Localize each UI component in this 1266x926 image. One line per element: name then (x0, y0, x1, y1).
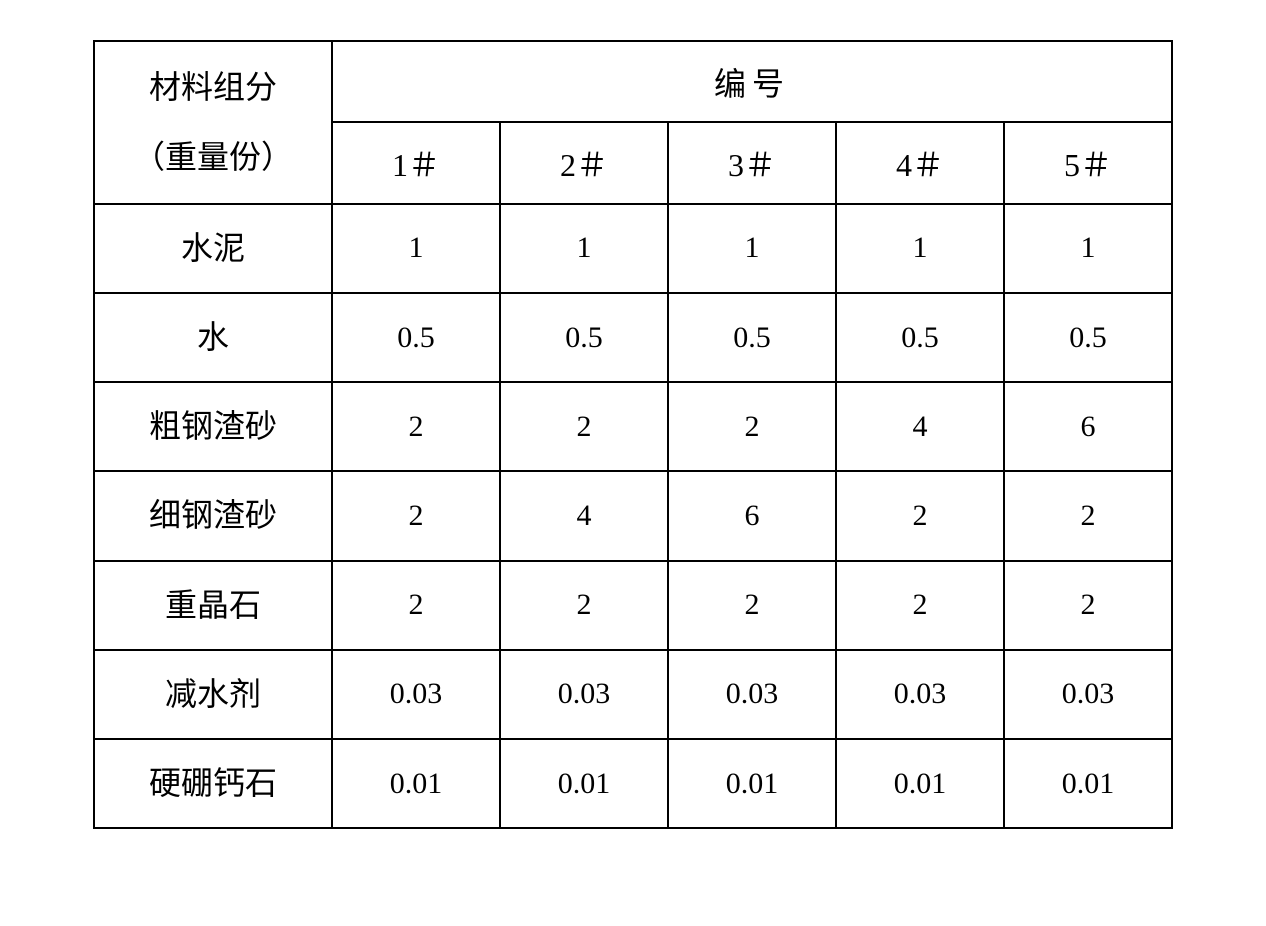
data-cell: 0.01 (668, 739, 836, 828)
row-label: 粗钢渣砂 (94, 382, 332, 471)
data-cell: 1 (332, 204, 500, 293)
col-header-2: 2＃ (500, 122, 668, 203)
composition-table: 材料组分 （重量份） 编号 1＃ 2＃ 3＃ 4＃ 5＃ 水泥 1 1 1 1 … (93, 40, 1173, 829)
data-cell: 2 (668, 561, 836, 650)
data-cell: 6 (668, 471, 836, 560)
table-row: 减水剂 0.03 0.03 0.03 0.03 0.03 (94, 650, 1172, 739)
data-cell: 2 (500, 561, 668, 650)
table-row: 粗钢渣砂 2 2 2 4 6 (94, 382, 1172, 471)
data-cell: 0.03 (1004, 650, 1172, 739)
data-cell: 4 (836, 382, 1004, 471)
row-label: 硬硼钙石 (94, 739, 332, 828)
row-header-title-line1: 材料组分 (149, 69, 277, 105)
data-cell: 2 (332, 382, 500, 471)
row-header-title-line2: （重量份） (133, 139, 293, 175)
data-cell: 0.5 (668, 293, 836, 382)
data-cell: 2 (836, 471, 1004, 560)
table-row: 硬硼钙石 0.01 0.01 0.01 0.01 0.01 (94, 739, 1172, 828)
row-label: 重晶石 (94, 561, 332, 650)
data-cell: 0.5 (332, 293, 500, 382)
data-cell: 2 (332, 471, 500, 560)
data-cell: 0.5 (836, 293, 1004, 382)
data-cell: 2 (500, 382, 668, 471)
data-cell: 2 (1004, 561, 1172, 650)
table-row: 水泥 1 1 1 1 1 (94, 204, 1172, 293)
data-cell: 4 (500, 471, 668, 560)
data-cell: 0.03 (668, 650, 836, 739)
data-cell: 0.5 (500, 293, 668, 382)
data-cell: 0.03 (836, 650, 1004, 739)
table-row: 细钢渣砂 2 4 6 2 2 (94, 471, 1172, 560)
col-header-5: 5＃ (1004, 122, 1172, 203)
col-header-1: 1＃ (332, 122, 500, 203)
data-cell: 0.03 (332, 650, 500, 739)
data-cell: 6 (1004, 382, 1172, 471)
data-cell: 0.01 (836, 739, 1004, 828)
data-cell: 2 (836, 561, 1004, 650)
row-label: 减水剂 (94, 650, 332, 739)
data-cell: 0.03 (500, 650, 668, 739)
data-cell: 0.01 (1004, 739, 1172, 828)
data-cell: 0.5 (1004, 293, 1172, 382)
header-row-1: 材料组分 （重量份） 编号 (94, 41, 1172, 122)
data-cell: 0.01 (500, 739, 668, 828)
row-header-title: 材料组分 （重量份） (94, 41, 332, 204)
data-cell: 1 (668, 204, 836, 293)
group-header: 编号 (332, 41, 1172, 122)
data-cell: 2 (1004, 471, 1172, 560)
data-cell: 0.01 (332, 739, 500, 828)
row-label: 水泥 (94, 204, 332, 293)
col-header-4: 4＃ (836, 122, 1004, 203)
row-label: 细钢渣砂 (94, 471, 332, 560)
data-cell: 2 (668, 382, 836, 471)
table-row: 水 0.5 0.5 0.5 0.5 0.5 (94, 293, 1172, 382)
col-header-3: 3＃ (668, 122, 836, 203)
data-cell: 2 (332, 561, 500, 650)
data-cell: 1 (500, 204, 668, 293)
data-cell: 1 (1004, 204, 1172, 293)
table-row: 重晶石 2 2 2 2 2 (94, 561, 1172, 650)
row-label: 水 (94, 293, 332, 382)
data-cell: 1 (836, 204, 1004, 293)
